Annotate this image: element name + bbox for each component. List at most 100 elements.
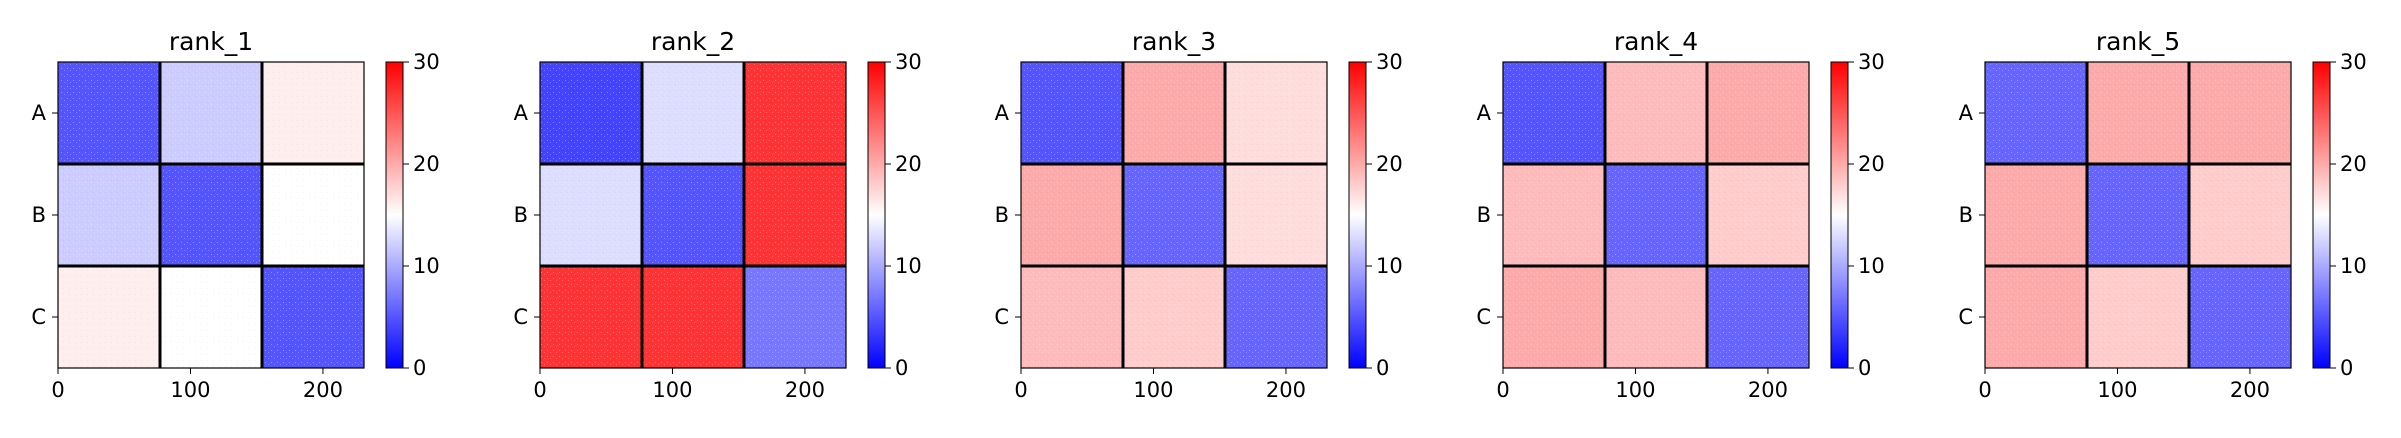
chain-label-A: A [32, 101, 47, 125]
pae-texture-CB [160, 266, 262, 368]
pae-texture-CB [1605, 266, 1707, 368]
chain-label-C: C [513, 305, 528, 329]
pae-texture-BB [642, 164, 744, 266]
chain-label-A: A [1477, 101, 1492, 125]
heatmap-panel-3: rank_3 A B C 0 100 200 0 10 20 30 [994, 27, 1402, 402]
pae-texture-AC [1707, 62, 1809, 164]
pae-texture-AC [744, 62, 846, 164]
x-tick-label: 100 [652, 378, 692, 402]
pae-texture-AB [2087, 62, 2189, 164]
pae-texture-AA [540, 62, 642, 164]
chain-label-C: C [1476, 305, 1491, 329]
colorbar-tick-label: 20 [895, 152, 922, 176]
x-tick-label: 0 [51, 378, 64, 402]
chain-label-B: B [514, 203, 528, 227]
colorbar-tick-label: 10 [1858, 254, 1885, 278]
colorbar-tick-label: 30 [413, 50, 440, 74]
colorbar-tick-label: 30 [1858, 50, 1885, 74]
colorbar-tick-label: 20 [1858, 152, 1885, 176]
pae-texture-CA [58, 266, 160, 368]
pae-texture-AA [1503, 62, 1605, 164]
pae-texture-BB [160, 164, 262, 266]
x-tick-label: 100 [2097, 378, 2137, 402]
x-tick-label: 100 [1615, 378, 1655, 402]
colorbar-tick-label: 20 [413, 152, 440, 176]
pae-texture-CA [540, 266, 642, 368]
pae-texture-BC [1225, 164, 1327, 266]
colorbar-tick-label: 10 [2340, 254, 2367, 278]
pae-texture-AB [642, 62, 744, 164]
pae-texture-AB [1605, 62, 1707, 164]
pae-texture-AA [58, 62, 160, 164]
colorbar [1348, 61, 1367, 369]
colorbar-tick-label: 10 [895, 254, 922, 278]
pae-texture-CB [642, 266, 744, 368]
pae-texture-BA [1021, 164, 1123, 266]
colorbar-tick-label: 10 [413, 254, 440, 278]
colorbar-tick-label: 0 [895, 356, 908, 380]
x-tick-label: 0 [1978, 378, 1991, 402]
panel-title: rank_5 [2096, 27, 2180, 56]
colorbar [867, 61, 886, 369]
panel-title: rank_2 [651, 27, 735, 56]
pae-texture-BC [1707, 164, 1809, 266]
pae-texture-AC [2189, 62, 2291, 164]
chain-label-A: A [514, 101, 529, 125]
panel-title: rank_1 [169, 27, 253, 56]
colorbar-tick-label: 30 [1376, 50, 1403, 74]
colorbar-tick-label: 0 [413, 356, 426, 380]
colorbar-tick-label: 20 [1376, 152, 1403, 176]
pae-texture-BC [2189, 164, 2291, 266]
chain-label-C: C [994, 305, 1009, 329]
colorbar [2312, 61, 2331, 369]
pae-texture-BA [1503, 164, 1605, 266]
pae-texture-BA [58, 164, 160, 266]
chain-label-C: C [31, 305, 46, 329]
pae-texture-AC [262, 62, 364, 164]
pae-texture-CC [1225, 266, 1327, 368]
chain-label-B: B [32, 203, 46, 227]
pae-texture-BB [2087, 164, 2189, 266]
pae-texture-CA [1985, 266, 2087, 368]
x-tick-label: 100 [1133, 378, 1173, 402]
x-tick-label: 0 [533, 378, 546, 402]
x-tick-label: 200 [2230, 378, 2270, 402]
x-tick-label: 200 [1748, 378, 1788, 402]
colorbar-tick-label: 10 [1376, 254, 1403, 278]
pae-texture-BB [1605, 164, 1707, 266]
chain-label-B: B [995, 203, 1009, 227]
colorbar [1830, 61, 1849, 369]
pae-texture-CB [2087, 266, 2189, 368]
pae-texture-CA [1021, 266, 1123, 368]
colorbar-tick-label: 0 [1858, 356, 1871, 380]
pae-texture-AC [1225, 62, 1327, 164]
heatmap-panel-1: rank_1 A B C 0 100 200 0 10 20 30 [31, 27, 439, 402]
chain-label-A: A [1959, 101, 1974, 125]
pae-texture-BA [540, 164, 642, 266]
x-tick-label: 200 [785, 378, 825, 402]
pae-texture-BA [1985, 164, 2087, 266]
x-tick-label: 100 [170, 378, 210, 402]
panel-title: rank_4 [1614, 27, 1698, 56]
pae-texture-AB [1123, 62, 1225, 164]
chain-label-A: A [995, 101, 1010, 125]
pae-texture-AA [1021, 62, 1123, 164]
pae-texture-CC [1707, 266, 1809, 368]
pae-texture-AA [1985, 62, 2087, 164]
colorbar-tick-label: 0 [2340, 356, 2353, 380]
pae-texture-CB [1123, 266, 1225, 368]
colorbar-tick-label: 0 [1376, 356, 1389, 380]
panel-title: rank_3 [1132, 27, 1216, 56]
colorbar-tick-label: 30 [895, 50, 922, 74]
pae-texture-AB [160, 62, 262, 164]
pae-texture-CC [744, 266, 846, 368]
pae-texture-CC [262, 266, 364, 368]
chain-label-C: C [1958, 305, 1973, 329]
heatmap-panel-2: rank_2 A B C 0 100 200 0 10 20 30 [513, 27, 921, 402]
x-tick-label: 200 [303, 378, 343, 402]
x-tick-label: 200 [1266, 378, 1306, 402]
chain-label-B: B [1477, 203, 1491, 227]
heatmap-panel-5: rank_5 A B C 0 100 200 0 10 20 30 [1958, 27, 2366, 402]
pae-texture-CC [2189, 266, 2291, 368]
